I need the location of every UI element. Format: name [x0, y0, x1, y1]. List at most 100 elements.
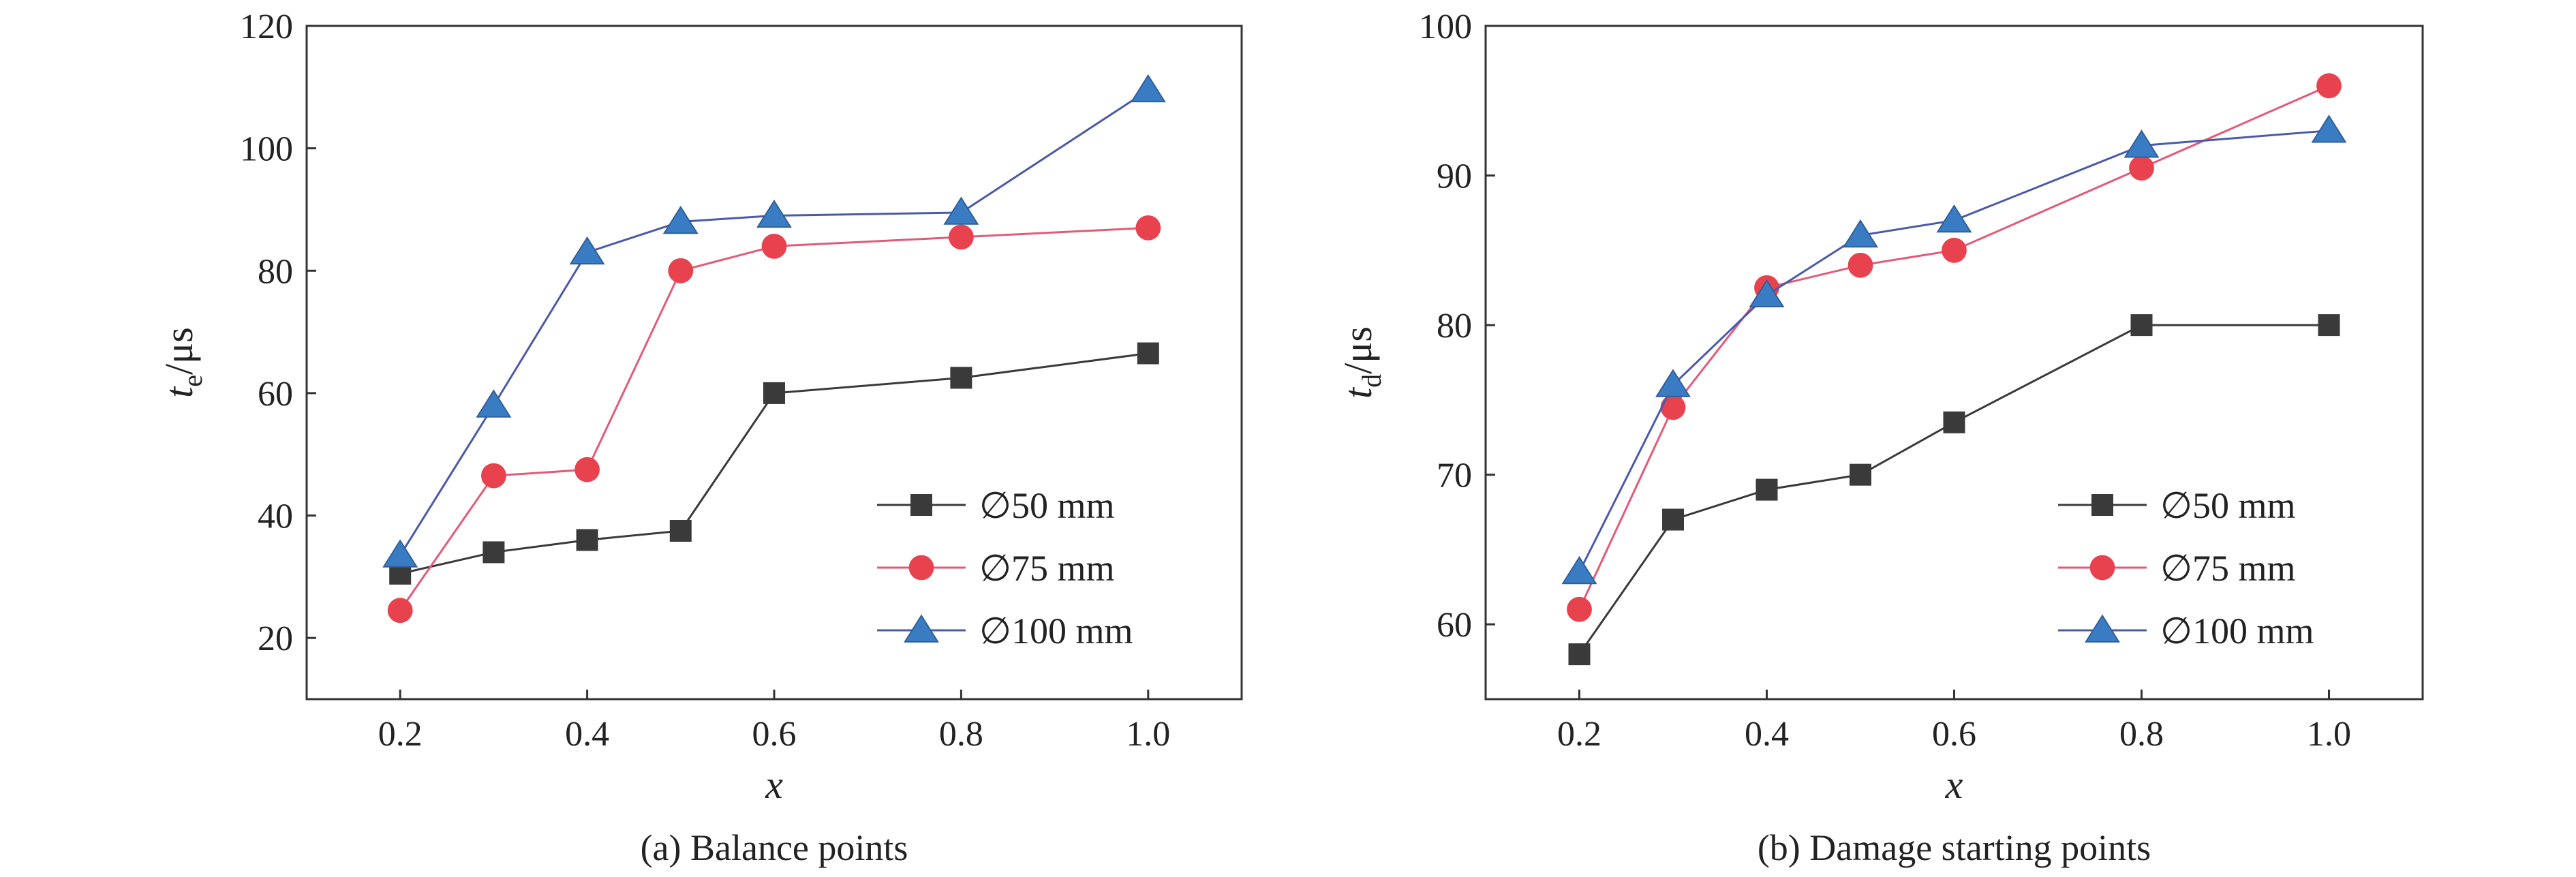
x-axis-title: x — [1945, 763, 1963, 807]
legend-entry: ∅75 mm — [2058, 548, 2296, 589]
y-tick-label: 100 — [1419, 7, 1472, 46]
x-tick-label: 0.8 — [939, 715, 983, 754]
series-3 — [1561, 114, 2347, 585]
data-point — [1561, 555, 1597, 585]
x-tick-label: 0.8 — [2119, 715, 2164, 754]
legend-marker — [910, 494, 932, 516]
x-tick-label: 0.2 — [1557, 715, 1601, 754]
x-tick-label: 0.6 — [752, 715, 797, 754]
chart-panel-b: 0.2 0.4 0.6 0.8 1.0 60 70 80 90 100 x td/μs (b) Dama… — [1336, 7, 2424, 868]
legend-label: ∅50 mm — [2160, 485, 2296, 526]
data-point — [481, 463, 506, 489]
legend-entry: ∅50 mm — [2058, 485, 2296, 526]
y-tick-label: 20 — [258, 619, 293, 658]
data-point — [662, 205, 699, 234]
legend-entry: ∅100 mm — [877, 611, 1133, 651]
data-point — [576, 529, 598, 551]
y-axis-title-unit: /μs — [1336, 326, 1380, 374]
data-point — [949, 224, 974, 250]
data-point — [1655, 369, 1691, 397]
x-axis-title: x — [765, 763, 783, 807]
y-axis-title-unit: /μs — [157, 327, 201, 375]
data-point — [569, 236, 605, 265]
data-point — [669, 520, 692, 542]
legend-label: ∅50 mm — [979, 485, 1115, 526]
data-point — [1842, 219, 1879, 248]
legend-marker — [2089, 555, 2115, 581]
data-point — [1660, 395, 1686, 420]
y-tick-label: 60 — [258, 375, 293, 414]
y-tick-label: 80 — [258, 252, 293, 291]
data-point — [1130, 74, 1166, 103]
data-point — [761, 233, 787, 259]
legend: ∅50 mm ∅75 mm ∅100 mm — [877, 485, 1133, 651]
x-tick-label: 0.6 — [1932, 715, 1976, 754]
data-point — [1943, 411, 1965, 433]
x-tick-label: 0.2 — [378, 715, 423, 754]
y-tick-label: 100 — [240, 130, 293, 169]
data-point — [1749, 279, 1785, 308]
data-point — [1942, 237, 1967, 263]
data-point — [1135, 215, 1161, 241]
x-tick-label: 0.4 — [1745, 715, 1789, 754]
legend-marker — [908, 555, 934, 581]
plot-frame — [305, 25, 1243, 701]
y-axis-title-sub: d — [1356, 374, 1387, 388]
y-tick-label: 40 — [258, 497, 293, 536]
y-tick-label: 90 — [1437, 157, 1472, 196]
plot-frame — [1484, 25, 2424, 701]
data-point — [382, 539, 418, 568]
data-point — [2130, 314, 2153, 337]
panel-caption: (a) Balance points — [641, 827, 908, 868]
legend-label: ∅75 mm — [979, 548, 1115, 589]
y-axis-title: te/μs — [157, 327, 208, 398]
data-point — [1850, 463, 1871, 486]
panel-caption: (b) Damage starting points — [1758, 827, 2151, 868]
series-2 — [387, 215, 1161, 624]
series-line — [1578, 84, 2330, 610]
data-point — [482, 541, 505, 564]
y-axis-title-sub: e — [177, 375, 208, 387]
data-point — [476, 389, 512, 418]
data-point — [2311, 114, 2347, 143]
data-point — [1137, 342, 1159, 365]
y-tick-label: 60 — [1437, 606, 1472, 645]
y-tick-label: 120 — [240, 7, 293, 46]
data-point — [1567, 596, 1592, 622]
legend-label: ∅100 mm — [2160, 611, 2314, 651]
legend-marker — [2084, 614, 2121, 643]
y-axis-title: td/μs — [1336, 326, 1387, 399]
legend-label: ∅100 mm — [979, 611, 1133, 651]
x-tick-label: 1.0 — [2307, 715, 2351, 754]
data-point — [574, 457, 600, 482]
y-axis-title-base: t — [1336, 386, 1380, 399]
data-point — [668, 258, 694, 283]
data-point — [1847, 252, 1873, 278]
series-2 — [1567, 73, 2342, 622]
data-point — [1936, 204, 1972, 233]
legend-marker — [2091, 494, 2113, 516]
y-axis-title-base: t — [157, 386, 201, 398]
data-point — [1568, 643, 1591, 666]
legend-entry: ∅100 mm — [2058, 611, 2314, 651]
data-point — [756, 199, 793, 228]
data-point — [2316, 73, 2342, 99]
legend-entry: ∅50 mm — [877, 485, 1115, 526]
series-3 — [382, 74, 1166, 568]
chart-panel-a: 0.2 0.4 0.6 0.8 1.0 20 40 60 80 100 120 x te/μs (a) B… — [157, 7, 1243, 868]
data-point — [763, 382, 785, 404]
data-point — [2129, 155, 2154, 181]
data-point — [943, 196, 979, 225]
series-1 — [1568, 314, 2340, 666]
x-tick-label: 0.4 — [565, 715, 609, 754]
legend-entry: ∅75 mm — [877, 548, 1115, 589]
legend: ∅50 mm ∅75 mm ∅100 mm — [2058, 485, 2314, 651]
x-tick-label: 1.0 — [1126, 715, 1170, 754]
legend-label: ∅75 mm — [2160, 548, 2296, 589]
data-point — [2318, 314, 2340, 337]
y-tick-label: 70 — [1437, 457, 1472, 495]
data-point — [950, 367, 972, 389]
legend-marker — [903, 614, 940, 643]
data-point — [387, 598, 413, 624]
